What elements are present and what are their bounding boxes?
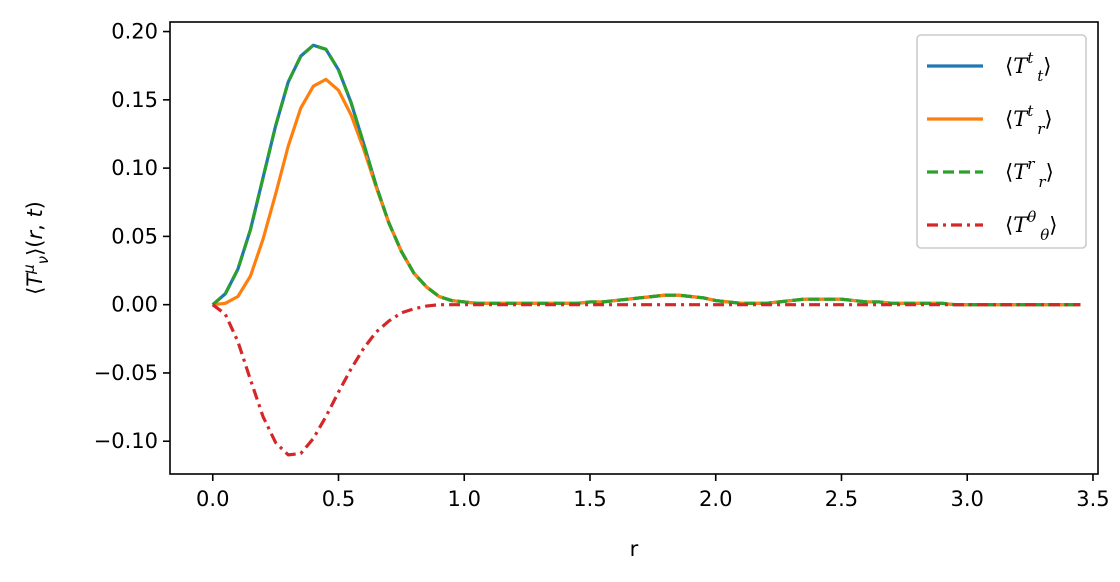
legend: ⟨Ttt⟩ ⟨Ttr⟩ ⟨Trr⟩ ⟨Tθθ⟩ [916, 34, 1087, 249]
y-tick-label: 0.20 [111, 20, 158, 44]
series-line-3 [211, 43, 1081, 307]
legend-label: ⟨Tθθ⟩ [1005, 208, 1057, 244]
plot-frame [169, 21, 1099, 475]
x-tick-label: 0.5 [322, 487, 355, 511]
legend-label: ⟨Ttt⟩ [1005, 49, 1051, 85]
y-tick-label: 0.10 [111, 156, 158, 180]
x-axis: 0.0 0.5 1.0 1.5 2.0 2.5 3.0 3.5 [196, 474, 1110, 511]
legend-label: ⟨Trr⟩ [1005, 155, 1054, 191]
series-layer [211, 43, 1081, 457]
y-axis: −0.10 −0.05 0.00 0.05 0.10 0.15 0.20 [94, 20, 170, 453]
x-tick-label: 2.0 [699, 487, 732, 511]
y-tick-label: 0.05 [111, 224, 158, 248]
x-tick-label: 1.0 [448, 487, 481, 511]
y-axis-label: ⟨Tμν⟩(r, t) [20, 201, 52, 295]
y-tick-label: −0.05 [94, 361, 158, 385]
x-tick-label: 0.0 [196, 487, 229, 511]
x-tick-label: 3.0 [951, 487, 984, 511]
x-tick-label: 2.5 [825, 487, 858, 511]
x-tick-label: 3.5 [1076, 487, 1109, 511]
y-tick-label: −0.10 [94, 429, 158, 453]
y-tick-label: 0.15 [111, 88, 158, 112]
legend-box [916, 34, 1087, 249]
x-axis-label: r [630, 537, 639, 561]
y-tick-label: 0.00 [111, 293, 158, 317]
series-line-4 [211, 303, 1081, 457]
legend-label: ⟨Ttr⟩ [1005, 102, 1053, 138]
x-tick-label: 1.5 [573, 487, 606, 511]
